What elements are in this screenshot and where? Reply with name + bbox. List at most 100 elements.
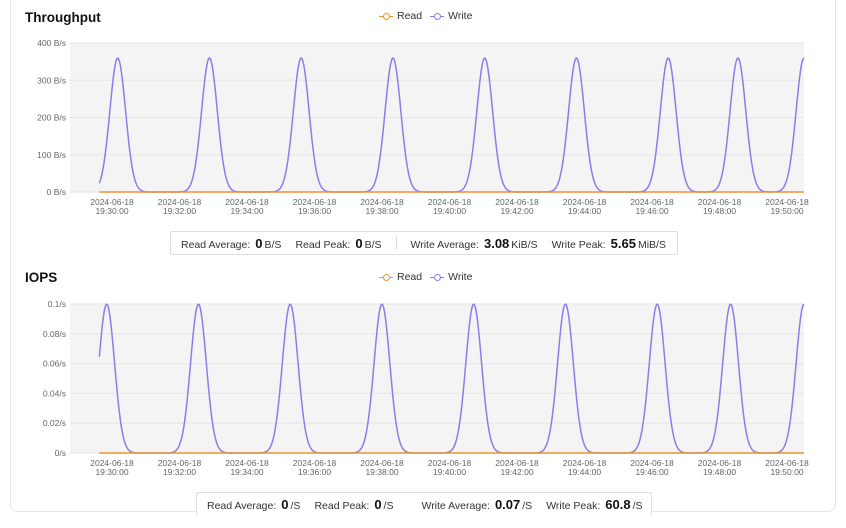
x-tick-label: 2024-06-18 (495, 197, 539, 207)
x-tick-label: 2024-06-18 (698, 197, 742, 207)
legend-item-write[interactable]: Write (430, 271, 472, 283)
write-average-unit: KiB/S (511, 238, 538, 251)
write-average-stat: Write Average: 3.08 KiB/S (411, 236, 538, 251)
read-peak-unit: /S (383, 500, 394, 512)
write-peak-label: Write Peak: (546, 500, 601, 512)
y-tick-label: 400 B/s (37, 38, 66, 48)
x-tick-label: 2024-06-18 (630, 197, 674, 207)
x-tick-label: 2024-06-18 (765, 458, 809, 468)
write-average-label: Write Average: (410, 238, 479, 251)
y-tick-label: 0.1/s (48, 299, 66, 309)
legend-write-label: Write (448, 271, 473, 283)
x-tick-label: 19:42:00 (500, 467, 533, 477)
x-tick-label: 19:32:00 (163, 206, 196, 216)
x-tick-label: 19:46:00 (635, 206, 668, 216)
x-tick-label: 2024-06-18 (360, 458, 404, 468)
x-tick-label: 19:46:00 (635, 467, 668, 477)
x-tick-label: 19:48:00 (703, 206, 736, 216)
throughput-chart: 0 B/s 100 B/s 200 B/s 300 B/s 400 B/s 2024-06… (37, 38, 809, 216)
x-tick-label: 19:38:00 (365, 467, 398, 477)
x-tick-label: 19:30:00 (95, 467, 128, 477)
x-tick-label: 19:32:00 (163, 467, 196, 477)
read-line-icon (379, 11, 393, 21)
read-average-label: Read Average: (181, 238, 251, 251)
iops-legend: Read Write (379, 271, 480, 283)
read-peak-label: Read Peak: (295, 238, 351, 251)
write-peak-value: 5.65 (610, 235, 636, 251)
read-average-stat: Read Average: 0 /S (207, 497, 300, 512)
x-tick-label: 2024-06-18 (563, 197, 607, 207)
write-peak-stat: Write Peak: 60.8 /S (546, 497, 642, 512)
stats-divider (395, 237, 397, 249)
write-average-value: 3.08 (483, 235, 510, 251)
x-tick-label: 19:48:00 (703, 467, 736, 477)
y-tick-label: 0.08/s (43, 329, 66, 339)
legend-write-label: Write (448, 10, 473, 22)
x-tick-label: 19:30:00 (95, 206, 128, 216)
x-tick-label: 19:44:00 (568, 467, 601, 477)
y-tick-label: 0.04/s (43, 388, 66, 398)
x-tick-label: 2024-06-18 (90, 458, 134, 468)
y-tick-label: 200 B/s (37, 113, 66, 123)
y-tick-label: 300 B/s (37, 75, 66, 85)
x-tick-label: 2024-06-18 (765, 197, 809, 207)
y-tick-label: 0/s (55, 448, 66, 458)
legend-item-read[interactable]: Read (379, 271, 422, 283)
plot-area (70, 304, 804, 453)
x-tick-label: 19:40:00 (433, 206, 466, 216)
read-peak-value: 0 (355, 235, 363, 251)
write-peak-stat: Write Peak: 5.65 MiB/S (552, 236, 666, 251)
x-tick-label: 2024-06-18 (225, 197, 269, 207)
y-tick-label: 0.02/s (43, 418, 66, 428)
read-line-icon (379, 272, 393, 282)
x-tick-label: 2024-06-18 (90, 197, 134, 207)
x-tick-label: 2024-06-18 (428, 197, 472, 207)
x-tick-label: 19:36:00 (298, 467, 331, 477)
write-line-icon (430, 272, 445, 282)
throughput-stats: Read Average: 0 B/S Read Peak: 0 B/S Wri… (170, 231, 678, 255)
write-average-label: Write Average: (421, 500, 490, 512)
x-tick-label: 19:42:00 (500, 206, 533, 216)
x-tick-label: 2024-06-18 (225, 458, 269, 468)
x-tick-label: 19:34:00 (230, 206, 263, 216)
write-line-icon (430, 11, 445, 21)
x-tick-label: 19:44:00 (568, 206, 601, 216)
legend-read-label: Read (397, 271, 423, 283)
write-average-stat: Write Average: 0.07 /S (421, 497, 532, 512)
read-peak-unit: B/S (364, 238, 382, 251)
write-peak-unit: /S (632, 500, 643, 512)
read-average-unit: B/S (264, 238, 282, 251)
read-average-unit: /S (290, 500, 301, 512)
read-peak-stat: Read Peak: 0 B/S (295, 236, 381, 251)
x-tick-label: 19:38:00 (365, 206, 398, 216)
iops-chart: 0/s 0.02/s 0.04/s 0.06/s 0.08/s 0.1/s 2024-06-… (43, 299, 809, 477)
read-peak-value: 0 (374, 497, 382, 512)
x-tick-label: 2024-06-18 (158, 458, 202, 468)
x-tick-label: 2024-06-18 (293, 458, 337, 468)
x-tick-label: 19:40:00 (433, 467, 466, 477)
x-tick-label: 2024-06-18 (698, 458, 742, 468)
y-tick-label: 0.06/s (43, 359, 66, 369)
x-tick-label: 2024-06-18 (360, 197, 404, 207)
x-tick-label: 2024-06-18 (563, 458, 607, 468)
write-peak-value: 60.8 (605, 497, 631, 512)
read-average-stat: Read Average: 0 B/S (181, 236, 281, 251)
write-average-value: 0.07 (494, 497, 521, 512)
y-tick-label: 0 B/s (47, 187, 66, 197)
read-average-label: Read Average: (207, 500, 277, 512)
x-tick-label: 2024-06-18 (428, 458, 472, 468)
legend-read-label: Read (397, 10, 423, 22)
read-peak-label: Read Peak: (314, 500, 370, 512)
read-average-value: 0 (255, 235, 263, 251)
x-tick-label: 19:36:00 (298, 206, 331, 216)
write-peak-label: Write Peak: (551, 238, 606, 251)
write-average-unit: /S (522, 500, 533, 512)
read-peak-stat: Read Peak: 0 /S (314, 497, 393, 512)
write-peak-unit: MiB/S (637, 238, 666, 251)
legend-item-read[interactable]: Read (379, 10, 422, 22)
x-tick-label: 19:50:00 (770, 206, 803, 216)
legend-item-write[interactable]: Write (430, 10, 472, 22)
x-tick-label: 2024-06-18 (630, 458, 674, 468)
x-tick-label: 2024-06-18 (158, 197, 202, 207)
iops-title: IOPS (25, 270, 58, 285)
